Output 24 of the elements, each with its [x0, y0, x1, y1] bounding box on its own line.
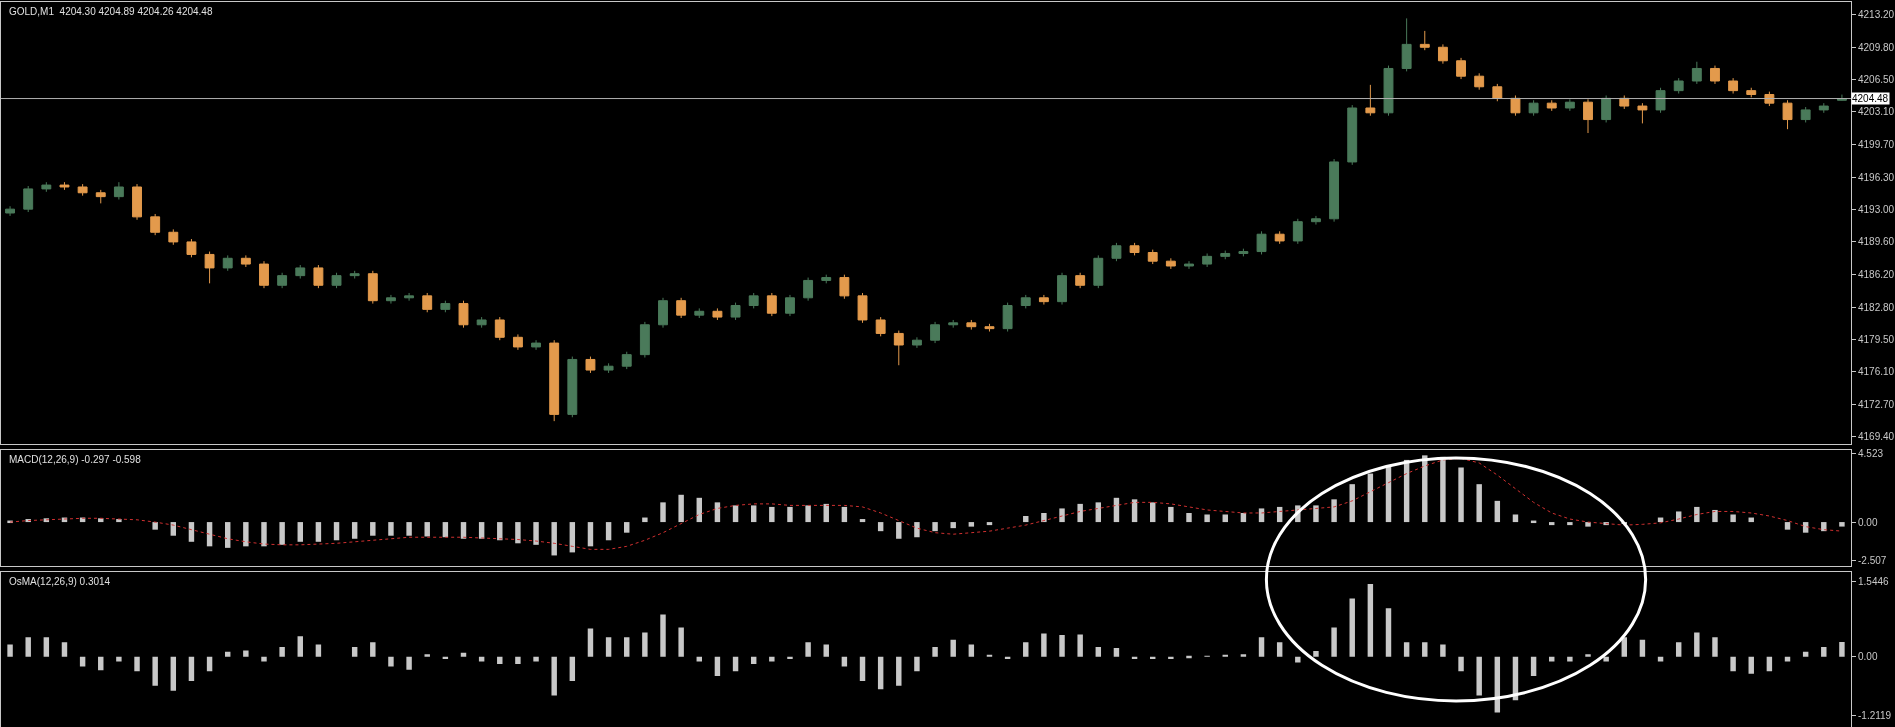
y-tick-label: 4172.70 [1858, 399, 1895, 411]
y-tick-label: 4176.10 [1858, 366, 1895, 378]
y-tick-label: 4213.20 [1858, 9, 1895, 21]
y-tick-label: 4209.80 [1858, 41, 1895, 53]
y-tick-label: 0.00 [1858, 516, 1878, 528]
y-tick-label: 4203.10 [1858, 106, 1895, 118]
ref-line-label: 4204.48 [1852, 93, 1889, 104]
chart-title: GOLD,M1 4204.30 4204.89 4204.26 4204.48 [9, 6, 213, 17]
y-tick-label: 4206.50 [1858, 73, 1895, 85]
y-tick-label: 4182.80 [1858, 301, 1895, 313]
y-tick-label: 4199.70 [1858, 139, 1895, 151]
y-tick-label: 4186.20 [1858, 269, 1895, 281]
y-tick-label: 4193.00 [1858, 203, 1895, 215]
chart-title: MACD(12,26,9) -0.297 -0.598 [9, 454, 142, 465]
y-tick-label: -2.507 [1858, 554, 1887, 566]
y-tick-label: 0.00 [1858, 651, 1878, 663]
y-tick-label: 4169.40 [1858, 431, 1895, 443]
y-tick-label: -1.2119 [1858, 709, 1892, 721]
chart-title: OsMA(12,26,9) 0.3014 [9, 576, 111, 587]
y-tick-label: 4189.60 [1858, 236, 1895, 248]
y-tick-label: 4196.30 [1858, 171, 1895, 183]
y-tick-label: 1.5446 [1858, 576, 1890, 588]
y-tick-label: 4179.50 [1858, 333, 1895, 345]
y-tick-label: 4.523 [1858, 447, 1884, 459]
